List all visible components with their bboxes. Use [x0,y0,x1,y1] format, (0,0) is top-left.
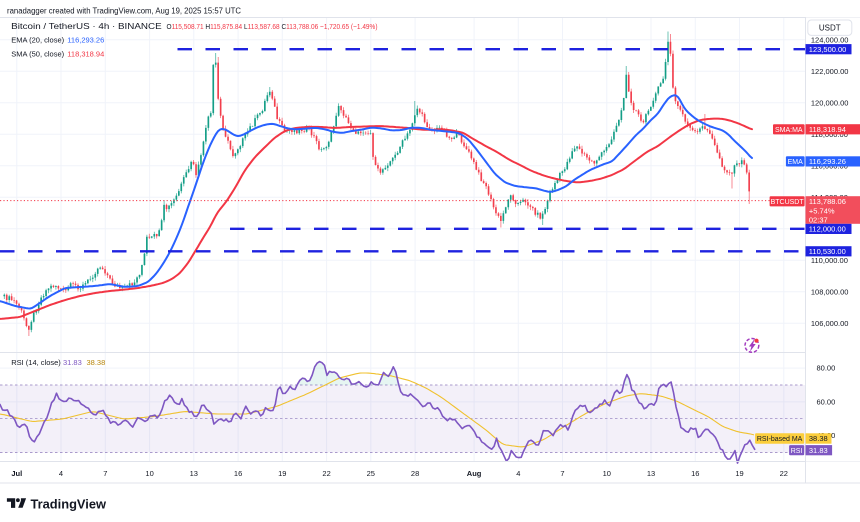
svg-text:RSI (14, close): RSI (14, close) [11,358,61,367]
svg-text:22: 22 [780,469,788,478]
svg-text:38.38: 38.38 [809,434,828,443]
svg-text:13: 13 [647,469,655,478]
svg-text:22: 22 [322,469,330,478]
svg-text:10: 10 [145,469,153,478]
svg-text:31.83: 31.83 [809,446,828,455]
svg-text:7: 7 [103,469,107,478]
svg-text:Jul: Jul [11,469,22,478]
svg-text:118,318.94: 118,318.94 [67,50,104,59]
svg-text:116,293.26: 116,293.26 [67,36,104,45]
svg-text:4: 4 [516,469,520,478]
svg-text:USDT: USDT [819,24,841,33]
svg-text:4: 4 [59,469,63,478]
svg-text:108,000.00: 108,000.00 [811,287,849,296]
svg-text:124,000.00: 124,000.00 [811,35,849,44]
svg-text:ranadagger created with Tradin: ranadagger created with TradingView.com,… [7,7,241,16]
svg-text:SMA (50, close): SMA (50, close) [11,50,64,59]
svg-text:+5.74%: +5.74% [809,206,835,215]
svg-text:SMA:MA: SMA:MA [775,127,803,134]
svg-text:106,000.00: 106,000.00 [811,319,849,328]
svg-text:112,000.00: 112,000.00 [809,225,846,234]
svg-text:120,000.00: 120,000.00 [811,98,849,107]
svg-text:25: 25 [367,469,375,478]
svg-text:118,318.94: 118,318.94 [809,125,846,134]
svg-text:113,788.06: 113,788.06 [809,197,846,206]
svg-text:19: 19 [735,469,743,478]
svg-text:EMA: EMA [788,159,804,166]
svg-text:38.38: 38.38 [87,358,106,367]
svg-text:Bitcoin / TetherUS · 4h · BINA: Bitcoin / TetherUS · 4h · BINANCE [11,21,162,31]
svg-text:116,293.26: 116,293.26 [809,157,846,166]
svg-text:122,000.00: 122,000.00 [811,67,849,76]
svg-text:31.83: 31.83 [63,358,82,367]
svg-text:RSI-based MA: RSI-based MA [757,436,803,443]
svg-text:16: 16 [234,469,242,478]
svg-text:123,500.00: 123,500.00 [809,45,847,54]
svg-text:7: 7 [560,469,564,478]
svg-text:110,000.00: 110,000.00 [811,256,848,265]
svg-text:28: 28 [411,469,419,478]
svg-text:TradingView: TradingView [31,496,107,511]
svg-text:RSI: RSI [791,448,803,455]
svg-text:Aug: Aug [467,469,482,478]
svg-text:19: 19 [278,469,286,478]
svg-text:O115,508.71 H115,875.84 L113,5: O115,508.71 H115,875.84 L113,587.68 C113… [167,22,378,31]
svg-text:16: 16 [691,469,699,478]
svg-text:110,530.00: 110,530.00 [809,247,846,256]
svg-text:BTCUSDT: BTCUSDT [771,199,805,206]
svg-text:13: 13 [190,469,198,478]
svg-text:EMA (20, close): EMA (20, close) [11,36,64,45]
svg-text:10: 10 [603,469,611,478]
svg-text:80.00: 80.00 [817,364,836,373]
svg-text:60.00: 60.00 [817,398,836,407]
svg-text:02:37: 02:37 [809,215,828,224]
